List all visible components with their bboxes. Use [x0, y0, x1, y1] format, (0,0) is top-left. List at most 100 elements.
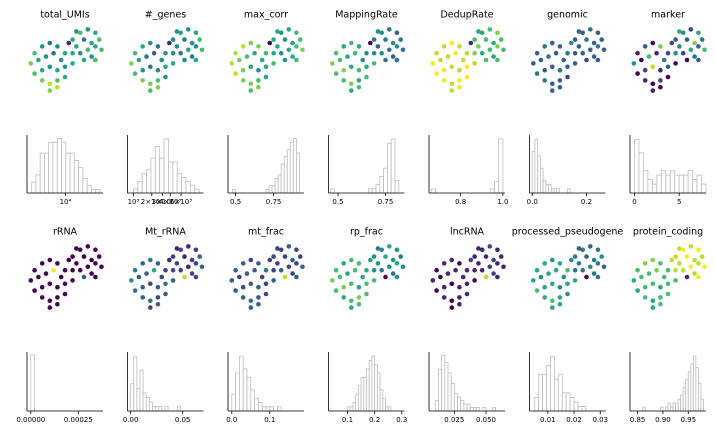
cell-point — [449, 257, 455, 263]
cell-point — [349, 298, 354, 304]
cell-point — [62, 64, 68, 70]
cell-point — [661, 57, 667, 63]
x-tick-label: 0.0 — [226, 416, 237, 424]
cell-point — [259, 274, 265, 280]
hist-bar — [371, 188, 377, 194]
cell-point — [472, 50, 477, 56]
x-tick-label: 3×10³ — [152, 198, 174, 206]
cell-point — [155, 78, 161, 83]
x-tick-label: 0.01 — [540, 416, 556, 424]
cell-point — [70, 50, 75, 56]
cell-point — [286, 264, 292, 270]
hist-bar — [430, 188, 436, 194]
hist-bar — [374, 364, 378, 412]
cell-point — [148, 81, 153, 87]
panel-title: mt_frac — [248, 227, 284, 238]
cell-point — [170, 267, 176, 273]
cell-point — [297, 37, 303, 42]
hist-bar — [647, 179, 653, 194]
hist-bar — [701, 183, 707, 194]
hist-bar — [581, 406, 587, 412]
cell-point — [240, 295, 246, 300]
cell-point — [550, 298, 555, 304]
cell-point — [290, 40, 295, 46]
cell-point — [345, 54, 350, 59]
hist-bar — [643, 170, 649, 194]
hist-bar — [177, 406, 181, 412]
cell-point — [182, 254, 187, 259]
cell-point — [81, 254, 87, 259]
cell-point — [263, 267, 269, 273]
cell-point — [565, 281, 570, 287]
cell-point — [155, 44, 161, 49]
hist-bar — [250, 389, 256, 412]
cell-point — [199, 47, 205, 53]
cell-point — [282, 274, 288, 280]
cell-point — [256, 295, 261, 300]
cell-point — [394, 274, 400, 280]
hist-bar — [150, 157, 156, 194]
cell-point — [96, 254, 102, 259]
cell-point — [434, 267, 439, 273]
cell-point — [39, 44, 45, 49]
cell-point — [39, 261, 45, 266]
cell-point — [631, 278, 637, 283]
cell-point — [186, 244, 191, 249]
hist-bar — [382, 397, 386, 412]
hist-bar — [447, 372, 452, 412]
cell-point — [390, 40, 396, 46]
cell-point — [677, 246, 682, 251]
cell-point — [144, 271, 149, 276]
cell-point — [379, 267, 385, 273]
hist-bar — [261, 406, 267, 412]
hist-bar — [491, 407, 496, 412]
cell-point — [70, 254, 75, 259]
cell-point — [658, 284, 663, 290]
cell-point — [77, 267, 83, 273]
cell-point — [635, 267, 640, 273]
cell-point — [47, 257, 53, 263]
cell-point — [349, 64, 354, 70]
cell-point — [572, 37, 578, 42]
hist-bar — [660, 170, 667, 194]
cell-point — [248, 40, 254, 46]
hist-bar — [678, 174, 685, 194]
cell-point — [576, 261, 582, 266]
cell-point — [240, 78, 246, 83]
cell-point — [189, 271, 195, 276]
cell-point — [650, 305, 656, 310]
cell-point — [588, 27, 593, 32]
cell-point — [290, 257, 295, 263]
cell-point — [341, 295, 347, 300]
cell-point — [646, 54, 652, 59]
hist-bar — [534, 396, 540, 412]
cell-point — [74, 44, 79, 49]
cell-point — [561, 57, 566, 63]
cell-point — [28, 278, 34, 283]
hist-bar — [56, 138, 62, 194]
cell-point — [32, 267, 37, 273]
cell-point — [341, 78, 347, 83]
hist-bar — [352, 402, 357, 412]
cell-point — [495, 30, 500, 36]
hist-bar — [39, 152, 45, 194]
cell-point — [449, 281, 455, 287]
cell-point — [379, 30, 385, 36]
cell-point — [460, 274, 466, 280]
cell-point — [472, 267, 477, 273]
x-tick-label: 0.2 — [581, 198, 592, 206]
cell-point — [642, 295, 648, 300]
cell-point — [267, 40, 273, 46]
cell-point — [591, 54, 597, 59]
hist-bar — [254, 397, 259, 412]
hist-bar — [553, 188, 558, 194]
cell-point — [170, 254, 176, 259]
cell-point — [333, 288, 339, 293]
hist-bar — [274, 178, 279, 194]
cell-point — [129, 61, 134, 66]
cell-point — [186, 264, 191, 270]
hist-bar — [466, 403, 471, 412]
cell-point — [688, 264, 694, 270]
cell-point — [390, 271, 396, 276]
